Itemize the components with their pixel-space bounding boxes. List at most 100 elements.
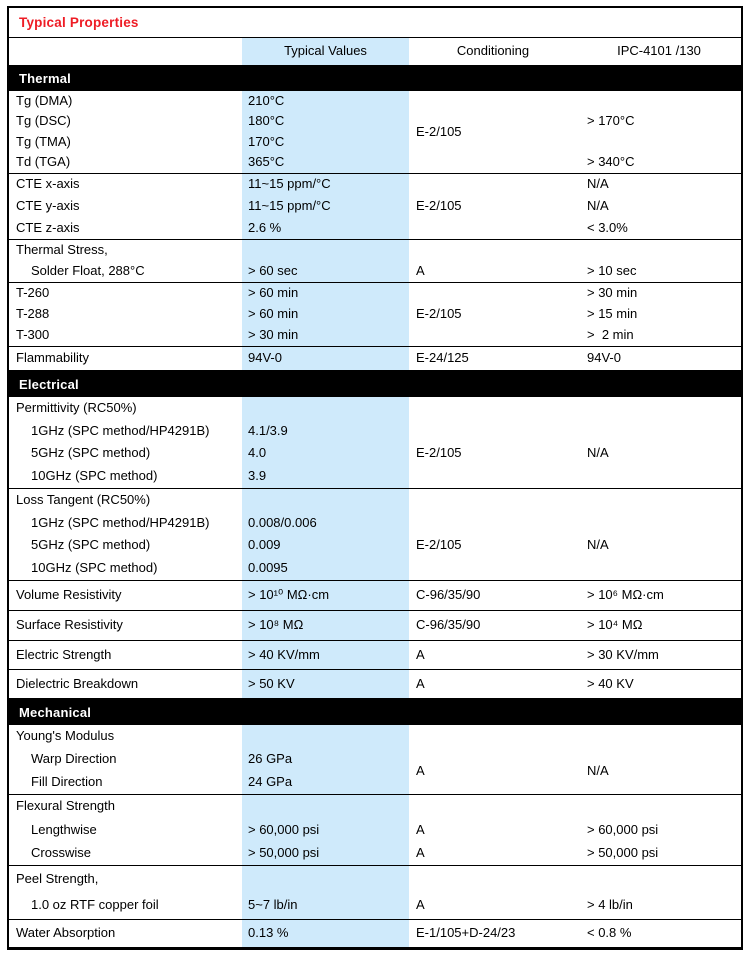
conditioning-cell: A — [416, 263, 425, 279]
typical-value-cell: 11~15 ppm/°C — [248, 198, 331, 214]
t-decomposition-block: T-260 > 60 min > 30 min T-288 > 60 min >… — [9, 283, 741, 347]
property-cell: Fill Direction — [31, 774, 103, 790]
ipc-value-cell: > 10⁴ MΩ — [587, 617, 643, 633]
typical-value-cell: > 30 min — [248, 327, 299, 343]
property-cell: Dielectric Breakdown — [16, 675, 139, 691]
property-cell: Warp Direction — [31, 751, 117, 767]
typical-value-cell: 3.9 — [248, 468, 267, 484]
property-cell: Tg (DMA) — [16, 92, 73, 108]
property-cell: Surface Resistivity — [16, 617, 123, 633]
conditioning-cell: C-96/35/90 — [416, 587, 481, 603]
ipc-value-cell: > 10⁶ MΩ·cm — [587, 587, 664, 603]
property-cell: 1GHz (SPC method/HP4291B) — [31, 422, 210, 438]
conditioning-cell: E-2/105 — [416, 123, 462, 139]
ipc-value-cell: > 60,000 psi — [587, 821, 659, 837]
typical-value-cell: 11~15 ppm/°C — [248, 176, 331, 192]
ipc-value-cell: N/A — [587, 445, 609, 461]
column-header-ipc-4101: IPC-4101 /130 — [617, 43, 701, 59]
typical-value-cell: 2.6 % — [248, 219, 282, 235]
ipc-value-cell: > 50,000 psi — [587, 844, 659, 860]
thermal-stress-block: Thermal Stress, Solder Float, 288°C > 60… — [9, 240, 741, 283]
property-cell: Electric Strength — [16, 646, 112, 662]
section-bar-mechanical: Mechanical — [9, 699, 741, 725]
typical-value-cell: 0.0095 — [248, 560, 288, 576]
typical-value-cell: 5~7 lb/in — [248, 897, 298, 913]
section-bar-thermal: Thermal — [9, 65, 741, 91]
property-cell: Flexural Strength — [16, 798, 115, 814]
property-cell: CTE y-axis — [16, 198, 80, 214]
ipc-value-cell: < 0.8 % — [587, 925, 632, 941]
column-header-typical-values: Typical Values — [284, 43, 367, 59]
conditioning-cell: A — [416, 897, 425, 913]
ipc-value-cell: 94V-0 — [587, 350, 621, 366]
typical-value-cell: 0.008/0.006 — [248, 514, 317, 530]
conditioning-cell: E-1/105+D-24/23 — [416, 925, 516, 941]
property-cell: Td (TGA) — [16, 154, 71, 170]
cte-block: CTE x-axis 11~15 ppm/°C N/A CTE y-axis 1… — [9, 174, 741, 240]
property-cell: Volume Resistivity — [16, 587, 122, 603]
typical-value-cell: > 50,000 psi — [248, 844, 320, 860]
typical-value-cell: > 10¹⁰ MΩ·cm — [248, 587, 330, 603]
conditioning-cell: E-24/125 — [416, 350, 469, 366]
loss-tangent-block: Loss Tangent (RC50%) 1GHz (SPC method/HP… — [9, 489, 741, 581]
typical-value-cell: > 60 sec — [248, 263, 298, 279]
typical-value-cell: 24 GPa — [248, 774, 293, 790]
typical-value-cell: 94V-0 — [248, 350, 282, 366]
conditioning-cell: A — [416, 646, 425, 662]
property-cell: Loss Tangent (RC50%) — [16, 491, 151, 507]
property-cell: Lengthwise — [31, 821, 97, 837]
property-cell: Thermal Stress, — [16, 242, 108, 258]
table-title-row: Typical Properties — [9, 8, 741, 38]
section-label: Electrical — [19, 376, 79, 392]
section-label: Thermal — [19, 70, 71, 86]
dielectric-breakdown-block: Dielectric Breakdown > 50 KV A > 40 KV — [9, 670, 741, 699]
property-cell: 1GHz (SPC method/HP4291B) — [31, 514, 210, 530]
flexural-strength-block: Flexural Strength Lengthwise > 60,000 ps… — [9, 795, 741, 866]
conditioning-cell: E-2/105 — [416, 445, 462, 461]
property-cell: 1.0 oz RTF copper foil — [31, 897, 159, 913]
property-cell: 10GHz (SPC method) — [31, 560, 158, 576]
ipc-value-cell: > 170°C — [587, 113, 635, 129]
typical-value-cell: > 60,000 psi — [248, 821, 320, 837]
permittivity-block: Permittivity (RC50%) 1GHz (SPC method/HP… — [9, 397, 741, 489]
property-cell: T-288 — [16, 306, 50, 322]
volume-resistivity-block: Volume Resistivity > 10¹⁰ MΩ·cm C-96/35/… — [9, 581, 741, 611]
property-cell: Peel Strength, — [16, 870, 99, 886]
datasheet-table: Typical Properties Typical Values Condit… — [7, 6, 743, 950]
section-bar-electrical: Electrical — [9, 371, 741, 397]
typical-value-cell: 0.13 % — [248, 925, 289, 941]
ipc-value-cell: > 30 min — [587, 285, 638, 301]
typical-value-cell: 210°C — [248, 92, 285, 108]
peel-strength-block: Peel Strength, 1.0 oz RTF copper foil 5~… — [9, 866, 741, 920]
property-cell: CTE x-axis — [16, 176, 80, 192]
typical-value-cell: 4.1/3.9 — [248, 422, 288, 438]
ipc-value-cell: N/A — [587, 176, 609, 192]
property-cell: Solder Float, 288°C — [31, 263, 145, 279]
property-cell: 10GHz (SPC method) — [31, 468, 158, 484]
typical-value-cell: 365°C — [248, 154, 285, 170]
property-cell: Flammability — [16, 350, 89, 366]
property-cell: 5GHz (SPC method) — [31, 445, 151, 461]
typical-value-cell: > 60 min — [248, 306, 299, 322]
column-header-conditioning: Conditioning — [456, 43, 530, 59]
section-label: Mechanical — [19, 704, 92, 720]
property-cell: 5GHz (SPC method) — [31, 537, 151, 553]
ipc-value-cell: > 15 min — [587, 306, 638, 322]
conditioning-cell: A — [416, 821, 425, 837]
typical-value-cell: 0.009 — [248, 537, 281, 553]
typical-value-cell: > 50 KV — [248, 675, 295, 691]
typical-value-cell: 180°C — [248, 113, 285, 129]
youngs-modulus-block: Young's Modulus Warp Direction 26 GPa Fi… — [9, 725, 741, 795]
conditioning-cell: A — [416, 675, 425, 691]
typical-value-cell: > 40 KV/mm — [248, 646, 320, 662]
ipc-value-cell: > 30 KV/mm — [587, 646, 659, 662]
property-cell: T-260 — [16, 285, 50, 301]
tg-block: Tg (DMA) 210°C Tg (DSC) 180°C > 170°C Tg… — [9, 91, 741, 174]
ipc-value-cell: N/A — [587, 537, 609, 553]
column-header-row: Typical Values Conditioning IPC-4101 /13… — [9, 38, 741, 65]
conditioning-cell: E-2/105 — [416, 537, 462, 553]
property-cell: Young's Modulus — [16, 728, 115, 744]
property-cell: Tg (DSC) — [16, 113, 71, 129]
property-cell: Water Absorption — [16, 925, 116, 941]
property-cell: Permittivity (RC50%) — [16, 399, 137, 415]
